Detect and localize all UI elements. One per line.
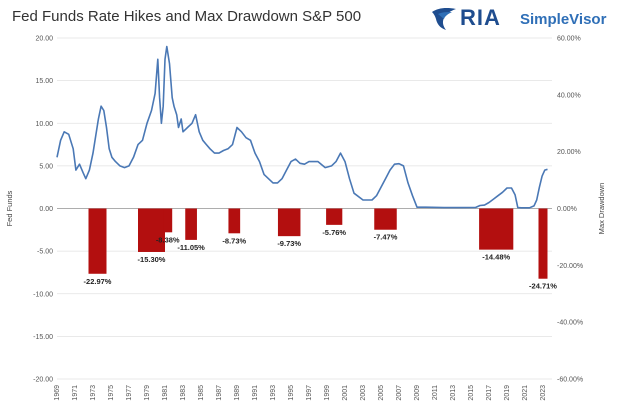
y-tick-label: 10.00 [35, 121, 53, 128]
drawdown-label: -7.47% [374, 233, 398, 242]
y2-tick-label: 60.00% [557, 36, 581, 43]
drawdown-bar [228, 208, 241, 234]
x-tick-label: 1987 [216, 385, 223, 401]
y-tick-label: -5.00 [37, 249, 53, 256]
drawdown-label: -22.97% [84, 277, 112, 286]
y-tick-label: 20.00 [35, 36, 53, 43]
x-axis-ticks: 1969 1971 1973 1975 1977 1979 1981 1983 1985 1987… [54, 385, 547, 401]
y-tick-label: 15.00 [35, 78, 53, 85]
right-axis-ticks: 60.00% 40.00% 20.00% 0.00% -20.00% -40.00% -60… [557, 36, 583, 384]
x-tick-label: 2023 [540, 385, 547, 401]
drawdown-bar [326, 208, 343, 225]
x-tick-label: 1975 [108, 385, 115, 401]
drawdown-bars [88, 208, 548, 279]
y-tick-label: -20.00 [33, 377, 53, 384]
x-tick-label: 2003 [360, 385, 367, 401]
x-tick-label: 1969 [54, 385, 61, 401]
y-axis-title: Fed Funds [5, 190, 14, 226]
y-tick-label: 0.00 [39, 206, 53, 213]
x-tick-label: 2009 [414, 385, 421, 401]
drawdown-label: -8.38% [156, 235, 180, 244]
gridlines [57, 37, 552, 380]
drawdown-bar [374, 208, 397, 230]
y2-tick-label: -60.00% [557, 377, 583, 384]
x-tick-label: 1999 [324, 385, 331, 401]
y2-tick-label: 0.00% [557, 206, 577, 213]
drawdown-label: -5.76% [322, 228, 346, 237]
drawdown-label: -14.48% [482, 253, 510, 262]
y2-tick-label: 40.00% [557, 92, 581, 99]
fed-funds-line [56, 45, 548, 209]
x-tick-label: 1995 [288, 385, 295, 401]
drawdown-bar [538, 208, 548, 279]
x-tick-label: 1985 [198, 385, 205, 401]
x-tick-label: 1971 [72, 385, 79, 401]
drawdown-bar [277, 208, 301, 237]
drawdown-label: -24.71% [529, 282, 557, 291]
drawdown-label: -15.30% [138, 255, 166, 264]
drawdown-bar [479, 208, 514, 250]
x-tick-label: 1981 [162, 385, 169, 401]
x-tick-label: 1973 [90, 385, 97, 401]
drawdown-bar [185, 208, 197, 240]
x-tick-label: 2001 [342, 385, 349, 401]
drawdown-label: -11.05% [177, 243, 205, 252]
fed-funds-line-path [56, 45, 548, 209]
y2-tick-label: 20.00% [557, 149, 581, 156]
x-tick-label: 2015 [468, 385, 475, 401]
y2-axis-title: Max Drawdown [597, 183, 606, 235]
x-tick-label: 1979 [144, 385, 151, 401]
ria-simplevisor-logo: RIA SimpleVisor [430, 5, 615, 32]
drawdown-bar [138, 208, 165, 252]
x-tick-label: 2005 [378, 385, 385, 401]
x-tick-label: 1977 [126, 385, 133, 401]
x-tick-label: 2007 [396, 385, 403, 401]
x-tick-label: 2021 [522, 385, 529, 401]
drawdown-label: -8.73% [222, 236, 246, 245]
drawdown-bar [163, 208, 173, 233]
x-tick-label: 1993 [270, 385, 277, 401]
x-tick-label: 2019 [504, 385, 511, 401]
drawdown-labels: -22.97% -15.30% -8.38%-11.05% -8.73% -9.73% -… [84, 228, 558, 291]
x-tick-label: 1991 [252, 385, 259, 401]
logo-ria-text: RIA [460, 5, 501, 30]
drawdown-label: -9.73% [277, 239, 301, 248]
y2-tick-label: -20.00% [557, 263, 583, 270]
x-tick-label: 2017 [486, 385, 493, 401]
x-tick-label: 2013 [450, 385, 457, 401]
y2-tick-label: -40.00% [557, 320, 583, 327]
y-tick-label: -15.00 [33, 334, 53, 341]
x-tick-label: 1997 [306, 385, 313, 401]
x-tick-label: 1989 [234, 385, 241, 401]
logo-simplevisor-text: SimpleVisor [520, 11, 607, 28]
x-tick-label: 1983 [180, 385, 187, 401]
drawdown-bar [88, 208, 107, 274]
y-tick-label: -10.00 [33, 291, 53, 298]
chart-title: Fed Funds Rate Hikes and Max Drawdown S&… [12, 8, 362, 25]
left-axis-ticks: 20.00 15.00 10.00 5.00 0.00 -5.00 -10.00 -15.00… [33, 36, 53, 384]
x-tick-label: 2011 [432, 385, 439, 400]
eagle-icon [432, 8, 456, 30]
y-tick-label: 5.00 [39, 163, 53, 170]
